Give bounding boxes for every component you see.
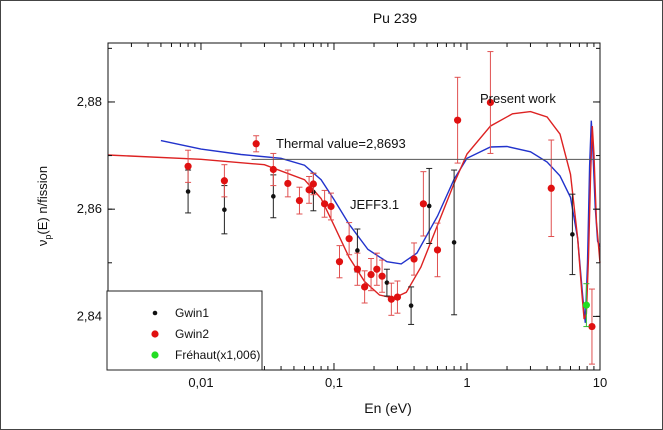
present-work-annotation: Present work [480, 91, 556, 106]
gwin1-point [222, 207, 227, 213]
legend-box [106, 290, 263, 371]
gwin2-point [486, 98, 495, 107]
gwin2-point [393, 293, 402, 301]
svg-text:νp(E) n/fission: νp(E) n/fission [35, 166, 53, 246]
gwin2-point [320, 200, 329, 208]
jeff-annotation: JEFF3.1 [350, 197, 399, 212]
gwin2-point [547, 184, 555, 192]
gwin2-point [309, 180, 317, 188]
chart-title: Pu 239 [373, 10, 418, 26]
gwin2-point [269, 165, 277, 174]
legend-label-gwin1: Gwin1 [175, 306, 209, 320]
gwin2-point [419, 200, 427, 208]
thermal-value-annotation: Thermal value=2,8693 [276, 136, 406, 151]
y-tick-label: 2,84 [77, 308, 102, 323]
gwin1-point [355, 248, 360, 253]
x-tick-label: 0,01 [188, 375, 213, 390]
gwin2-point [433, 246, 442, 254]
gwin2-point [345, 235, 353, 243]
legend-marker-gwin1 [152, 310, 158, 316]
y-axis-label: νp(E) n/fission [35, 166, 53, 246]
gwin2-point [454, 116, 462, 124]
x-axis-label: En (eV) [364, 400, 411, 416]
tick-layer: 0,01 0,1 1 10 2,84 2,86 2,88 [77, 43, 607, 390]
gwin2-point [184, 162, 192, 170]
gwin1-point [384, 280, 390, 285]
y-axis-label-nu: ν [35, 240, 50, 247]
legend-label-gwin2: Gwin2 [175, 327, 209, 341]
gwin1-point [185, 189, 191, 194]
gwin1-point [408, 303, 414, 308]
gwin2-point [353, 265, 362, 273]
gwin2-point [284, 179, 292, 188]
y-tick-label: 2,88 [77, 94, 102, 109]
gwin2-point [327, 202, 335, 211]
x-tick-label: 10 [593, 375, 607, 390]
gwin1-point [451, 240, 457, 245]
plot-area [107, 42, 601, 371]
gwin1-point [271, 194, 276, 199]
x-tick-label: 0,1 [325, 375, 343, 390]
x-tick-label: 1 [463, 375, 470, 390]
gwin2-point [361, 283, 369, 291]
gwin1-point [426, 203, 432, 209]
legend-label-fr-haut-x1-006: Fréhaut(x1,006) [175, 348, 260, 362]
legend-items: Gwin1 Gwin2 Fréhaut(x1,006) [151, 306, 260, 362]
legend: Gwin1 Gwin2 Fréhaut(x1,006) [106, 290, 263, 371]
gwin1-point [570, 232, 575, 237]
point-layer [184, 51, 596, 365]
gwin2-point [220, 177, 228, 185]
fr-haut-x1-006-point [582, 301, 590, 309]
gwin2-point [410, 255, 418, 263]
legend-marker-gwin2 [151, 330, 159, 338]
gwin2-point [335, 258, 344, 266]
y-axis-label-rest: (E) n/fission [35, 166, 50, 235]
gwin2-point [588, 322, 596, 331]
gwin2-point [387, 295, 395, 303]
gwin2-point [305, 186, 313, 194]
y-tick-label: 2,86 [77, 201, 102, 216]
gwin2-point [367, 270, 375, 279]
gwin2-point [252, 140, 260, 148]
gwin2-point [378, 272, 386, 280]
legend-marker-fr-haut-x1-006 [151, 351, 159, 359]
gwin2-point [295, 197, 304, 205]
gwin2-point [373, 265, 381, 273]
y-axis-label-sub: p [43, 235, 53, 240]
